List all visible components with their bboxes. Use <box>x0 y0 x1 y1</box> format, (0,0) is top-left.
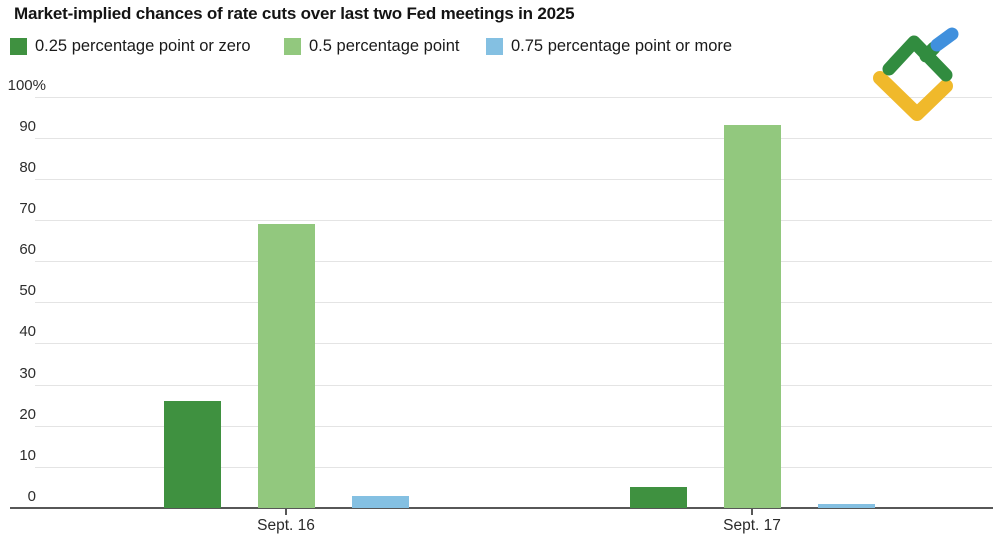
y-axis-tick-label-80: 80 <box>19 158 36 176</box>
x-axis-tick-1 <box>751 509 753 515</box>
gridline-20 <box>35 425 992 427</box>
gridline-90 <box>35 137 992 139</box>
bar-series1-sept-16 <box>257 224 315 508</box>
legend-swatch-quarter-point <box>10 38 27 55</box>
x-axis-baseline <box>10 507 993 509</box>
bar-series0-sept-16 <box>163 401 221 508</box>
bar-series1-sept-17 <box>723 125 781 508</box>
legend-item-half-point: 0.5 percentage point <box>284 37 459 56</box>
gridline-40 <box>35 343 992 345</box>
gridline-30 <box>35 384 992 386</box>
legend-swatch-three-quarter-point <box>486 38 503 55</box>
chart-title: Market-implied chances of rate cuts over… <box>14 4 575 23</box>
logo-yellow-check-icon <box>873 71 953 121</box>
x-axis-category-label-0: Sept. 16 <box>257 517 315 534</box>
y-axis-tick-label-0: 0 <box>27 488 36 505</box>
legend-item-quarter-point: 0.25 percentage point or zero <box>10 37 251 56</box>
bar-series2-sept-17 <box>817 503 875 508</box>
bar-series2-sept-16 <box>351 495 409 508</box>
litefinance-logo <box>873 27 959 121</box>
y-axis-tick-label-10: 10 <box>19 446 36 464</box>
y-axis-tick-label-90: 90 <box>19 117 36 135</box>
legend: 0.25 percentage point or zero 0.5 percen… <box>0 37 1000 57</box>
gridline-10 <box>35 466 992 468</box>
logo-blue-trendline-tip-icon <box>930 27 959 52</box>
bar-series0-sept-17 <box>629 487 687 508</box>
y-axis-tick-label-60: 60 <box>19 241 36 259</box>
y-axis-tick-label-30: 30 <box>19 364 36 382</box>
gridline-100 <box>35 96 992 98</box>
x-axis-category-label-1: Sept. 17 <box>723 517 781 534</box>
gridline-50 <box>35 302 992 304</box>
y-axis-tick-label-50: 50 <box>19 282 36 300</box>
y-axis-tick-label-100: 100% <box>7 76 46 94</box>
legend-item-three-quarter-point: 0.75 percentage point or more <box>486 37 732 56</box>
y-axis-tick-label-20: 20 <box>19 405 36 423</box>
x-axis-tick-0 <box>285 509 287 515</box>
y-axis-tick-label-40: 40 <box>19 323 36 341</box>
y-axis-tick-label-70: 70 <box>19 199 36 217</box>
gridline-80 <box>35 178 992 180</box>
legend-label-three-quarter-point: 0.75 percentage point or more <box>511 37 733 55</box>
legend-label-half-point: 0.5 percentage point <box>309 37 460 55</box>
gridline-70 <box>35 219 992 221</box>
legend-swatch-half-point <box>284 38 301 55</box>
gridline-60 <box>35 261 992 263</box>
legend-label-quarter-point: 0.25 percentage point or zero <box>35 37 251 55</box>
